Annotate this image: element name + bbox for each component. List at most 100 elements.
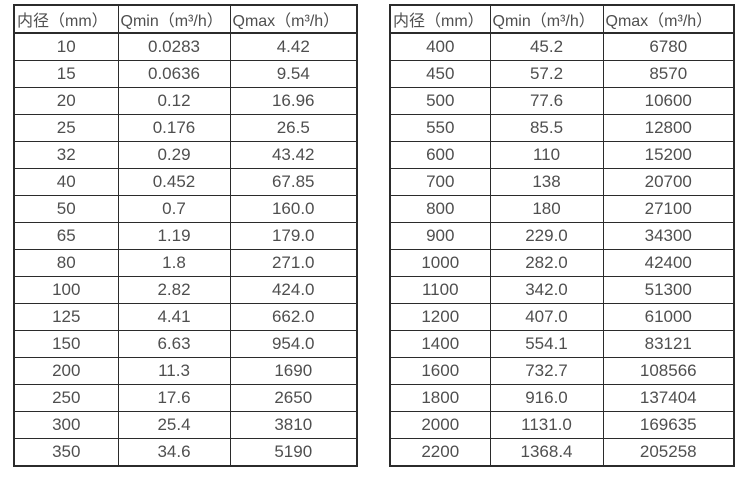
qmax-cell: 6780 xyxy=(602,32,735,61)
qmin-cell: 1.8 xyxy=(117,249,231,277)
qmax-cell: 9.54 xyxy=(229,60,358,88)
qmin-cell: 25.4 xyxy=(117,411,231,439)
qmin-cell: 0.12 xyxy=(117,87,231,115)
table-row: 15 0.0636 9.54 xyxy=(13,60,358,88)
diameter-cell: 1100 xyxy=(389,276,491,304)
qmax-cell: 15200 xyxy=(602,141,735,169)
qmax-cell: 169635 xyxy=(602,411,735,439)
diameter-cell: 20 xyxy=(13,87,119,115)
qmin-cell: 1368.4 xyxy=(489,438,604,467)
flow-table-large-diameters: 内径（mm） Qmin（m³/h） Qmax（m³/h） 400 45.2 6780… xyxy=(389,4,735,467)
table-row: 700 138 20700 xyxy=(389,168,735,196)
table-row: 800 180 27100 xyxy=(389,195,735,223)
diameter-cell: 250 xyxy=(13,384,119,412)
diameter-cell: 10 xyxy=(13,32,119,61)
flow-capacity-tables: 内径（mm） Qmin（m³/h） Qmax（m³/h） 10 0.0283 4.4… xyxy=(13,4,735,467)
table-row: 65 1.19 179.0 xyxy=(13,222,358,250)
qmin-cell: 85.5 xyxy=(489,114,604,142)
qmax-cell: 662.0 xyxy=(229,303,358,331)
qmin-cell: 180 xyxy=(489,195,604,223)
qmin-cell: 17.6 xyxy=(117,384,231,412)
header-diameter: 内径（mm） xyxy=(389,4,491,34)
header-qmin: Qmin（m³/h） xyxy=(117,4,231,34)
table-row: 500 77.6 10600 xyxy=(389,87,735,115)
table-row: 400 45.2 6780 xyxy=(389,32,735,61)
qmax-cell: 12800 xyxy=(602,114,735,142)
qmax-cell: 34300 xyxy=(602,222,735,250)
qmax-cell: 10600 xyxy=(602,87,735,115)
qmax-cell: 160.0 xyxy=(229,195,358,223)
qmin-cell: 0.0636 xyxy=(117,60,231,88)
qmax-cell: 20700 xyxy=(602,168,735,196)
qmax-cell: 108566 xyxy=(602,357,735,385)
diameter-cell: 1600 xyxy=(389,357,491,385)
table-row: 550 85.5 12800 xyxy=(389,114,735,142)
qmin-cell: 0.29 xyxy=(117,141,231,169)
qmax-cell: 8570 xyxy=(602,60,735,88)
header-diameter: 内径（mm） xyxy=(13,4,119,34)
qmax-cell: 271.0 xyxy=(229,249,358,277)
diameter-cell: 300 xyxy=(13,411,119,439)
qmin-cell: 57.2 xyxy=(489,60,604,88)
diameter-cell: 900 xyxy=(389,222,491,250)
diameter-cell: 800 xyxy=(389,195,491,223)
table-row: 350 34.6 5190 xyxy=(13,438,358,467)
qmin-cell: 45.2 xyxy=(489,32,604,61)
header-row: 内径（mm） Qmin（m³/h） Qmax（m³/h） xyxy=(13,4,358,34)
qmax-cell: 205258 xyxy=(602,438,735,467)
qmin-cell: 0.176 xyxy=(117,114,231,142)
qmax-cell: 424.0 xyxy=(229,276,358,304)
diameter-cell: 450 xyxy=(389,60,491,88)
qmin-cell: 407.0 xyxy=(489,303,604,331)
qmin-cell: 342.0 xyxy=(489,276,604,304)
qmin-cell: 11.3 xyxy=(117,357,231,385)
table-row: 50 0.7 160.0 xyxy=(13,195,358,223)
table-row: 1600 732.7 108566 xyxy=(389,357,735,385)
qmin-cell: 229.0 xyxy=(489,222,604,250)
qmax-cell: 43.42 xyxy=(229,141,358,169)
qmax-cell: 1690 xyxy=(229,357,358,385)
qmax-cell: 61000 xyxy=(602,303,735,331)
qmin-cell: 34.6 xyxy=(117,438,231,467)
table-row: 1000 282.0 42400 xyxy=(389,249,735,277)
qmin-cell: 2.82 xyxy=(117,276,231,304)
qmin-cell: 0.452 xyxy=(117,168,231,196)
table-row: 125 4.41 662.0 xyxy=(13,303,358,331)
qmax-cell: 2650 xyxy=(229,384,358,412)
qmax-cell: 16.96 xyxy=(229,87,358,115)
diameter-cell: 350 xyxy=(13,438,119,467)
qmin-cell: 0.7 xyxy=(117,195,231,223)
diameter-cell: 700 xyxy=(389,168,491,196)
qmax-cell: 42400 xyxy=(602,249,735,277)
diameter-cell: 1200 xyxy=(389,303,491,331)
diameter-cell: 2200 xyxy=(389,438,491,467)
qmax-cell: 26.5 xyxy=(229,114,358,142)
table-row: 10 0.0283 4.42 xyxy=(13,32,358,61)
qmin-cell: 1.19 xyxy=(117,222,231,250)
diameter-cell: 400 xyxy=(389,32,491,61)
qmin-cell: 6.63 xyxy=(117,330,231,358)
table-row: 2000 1131.0 169635 xyxy=(389,411,735,439)
qmin-cell: 554.1 xyxy=(489,330,604,358)
table-row: 450 57.2 8570 xyxy=(389,60,735,88)
qmin-cell: 1131.0 xyxy=(489,411,604,439)
qmin-cell: 110 xyxy=(489,141,604,169)
table-row: 20 0.12 16.96 xyxy=(13,87,358,115)
qmax-cell: 5190 xyxy=(229,438,358,467)
table-body: 10 0.0283 4.42 15 0.0636 9.54 20 0.12 16.96 25 0.1… xyxy=(13,32,358,467)
table-row: 1800 916.0 137404 xyxy=(389,384,735,412)
header-qmax: Qmax（m³/h） xyxy=(602,4,735,34)
table-row: 32 0.29 43.42 xyxy=(13,141,358,169)
qmax-cell: 4.42 xyxy=(229,32,358,61)
diameter-cell: 80 xyxy=(13,249,119,277)
table-row: 80 1.8 271.0 xyxy=(13,249,358,277)
table-row: 600 110 15200 xyxy=(389,141,735,169)
diameter-cell: 100 xyxy=(13,276,119,304)
qmin-cell: 0.0283 xyxy=(117,32,231,61)
table-row: 2200 1368.4 205258 xyxy=(389,438,735,467)
header-qmin: Qmin（m³/h） xyxy=(489,4,604,34)
diameter-cell: 125 xyxy=(13,303,119,331)
table-row: 250 17.6 2650 xyxy=(13,384,358,412)
diameter-cell: 150 xyxy=(13,330,119,358)
table-row: 1100 342.0 51300 xyxy=(389,276,735,304)
